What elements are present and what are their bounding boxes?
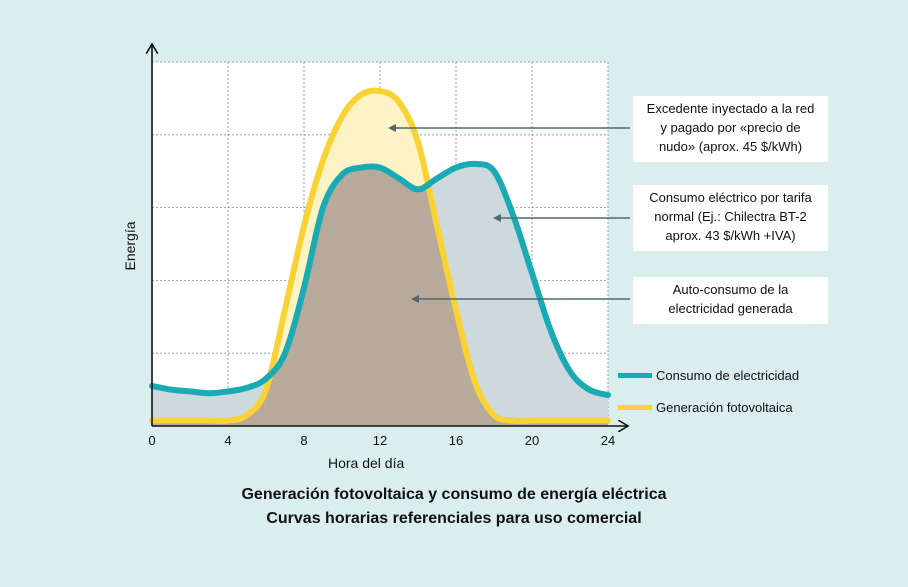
legend-label-consumo: Consumo de electricidad xyxy=(656,368,800,383)
axes xyxy=(152,44,628,426)
area-fills xyxy=(152,90,608,426)
caption-subtitle: Curvas horarias referenciales para uso c… xyxy=(266,510,642,527)
annotation-line: y pagado por «precio de xyxy=(660,120,801,135)
self-consumption-area xyxy=(152,163,608,426)
series-lines xyxy=(149,87,611,424)
x-tick-label: 0 xyxy=(148,433,155,448)
annotation-line: Excedente inyectado a la red xyxy=(646,101,815,116)
annotation-line: nudo» (aprox. 45 $/kWh) xyxy=(658,139,803,154)
y-axis-label: Energía xyxy=(122,221,138,270)
series-line-generacion xyxy=(149,87,611,424)
x-tick-label: 16 xyxy=(449,433,463,448)
annotation-arrows xyxy=(388,124,630,303)
legend-entry-generacion: Generación fotovoltaica xyxy=(618,400,793,415)
x-tick-label: 20 xyxy=(525,433,539,448)
series-line-consumo xyxy=(149,160,611,399)
annotation-line: electricidad generada xyxy=(668,301,793,316)
annotation-line: Consumo eléctrico por tarifa xyxy=(649,190,812,205)
legend-swatch-generacion xyxy=(618,405,652,410)
x-tick-label: 12 xyxy=(373,433,387,448)
x-tick-labels: 0 4 8 12 16 20 24 xyxy=(148,433,615,448)
legend-label-generacion: Generación fotovoltaica xyxy=(656,400,793,415)
annotation-autoconsumo: Auto-consumo de la electricidad generada xyxy=(633,277,828,324)
x-tick-label: 4 xyxy=(224,433,231,448)
x-axis-label: Hora del día xyxy=(328,455,405,471)
annotation-line: Auto-consumo de la xyxy=(672,282,789,297)
annotation-line: aprox. 43 $/kWh +IVA) xyxy=(665,228,796,243)
x-tick-label: 24 xyxy=(601,433,615,448)
x-tick-label: 8 xyxy=(300,433,307,448)
caption-title: Generación fotovoltaica y consumo de ene… xyxy=(241,486,667,503)
annotation-excedente: Excedente inyectado a la red y pagado po… xyxy=(633,96,828,162)
legend-entry-consumo: Consumo de electricidad xyxy=(618,368,799,383)
annotation-line: normal (Ej.: Chilectra BT-2 xyxy=(654,209,807,224)
legend-swatch-consumo xyxy=(618,373,652,378)
annotation-consumo-tarifa: Consumo eléctrico por tarifa normal (Ej.… xyxy=(633,185,828,251)
